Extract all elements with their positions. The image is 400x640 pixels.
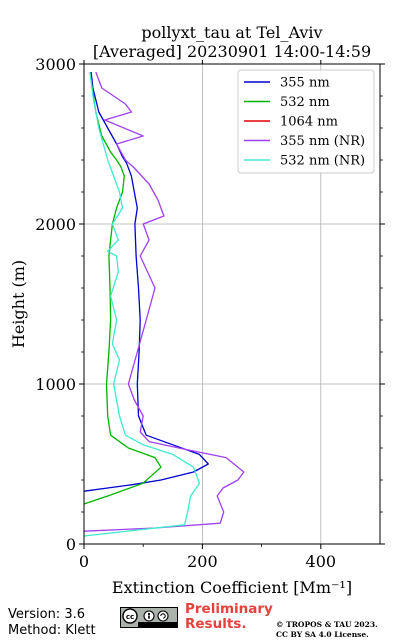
preliminary-results-text: Preliminary Results. [185,602,273,632]
x-tick-label-0: 0 [79,552,89,571]
legend: 355 nm 532 nm 1064 nm 355 nm (NR) 532 nm (NR… [237,69,375,174]
x-axis-label: Extinction Coefficient [Mm⁻¹] [112,578,352,597]
svg-text:cc: cc [126,613,134,621]
series-layer [83,71,245,537]
legend-label-0: 355 nm [280,76,330,91]
y-axis-label: Height (m) [9,260,28,348]
legend-label-3: 355 nm (NR) [280,134,365,149]
copyright-line-1: © TROPOS & TAU 2023. [276,620,378,629]
x-tick-label-2: 400 [306,552,337,571]
y-tick-label-3: 3000 [35,55,76,74]
series-line-4 [83,71,201,537]
preliminary-line-1: Preliminary [185,601,273,617]
legend-label-2: 1064 nm [280,115,338,130]
y-tick-label-2: 2000 [35,215,76,234]
y-tick-label-1: 1000 [35,375,76,394]
y-tick-label-0: 0 [66,535,76,554]
series-line-0 [83,71,209,492]
method-text: Method: Klett [8,623,96,638]
copyright-text: © TROPOS & TAU 2023. CC BY SA 4.0 Licens… [276,620,378,640]
copyright-line-2: CC BY SA 4.0 License. [276,630,369,639]
legend-box [237,69,375,174]
chart-title: pollyxt_tau at Tel_Aviv [141,23,322,42]
cc-license-badge: cc [120,607,178,628]
axis-ticks: 0 200 400 0 1000 2000 3000 [35,55,385,571]
chart-subtitle: [Averaged] 20230901 14:00-14:59 [93,42,371,61]
legend-label-1: 532 nm [280,95,330,110]
legend-label-4: 532 nm (NR) [280,154,365,169]
series-line-3 [83,71,245,532]
series-line-1 [83,79,162,505]
version-text: Version: 3.6 [8,607,85,622]
preliminary-line-2: Results. [185,616,247,632]
x-tick-label-1: 200 [187,552,218,571]
plot-frame [83,63,381,545]
